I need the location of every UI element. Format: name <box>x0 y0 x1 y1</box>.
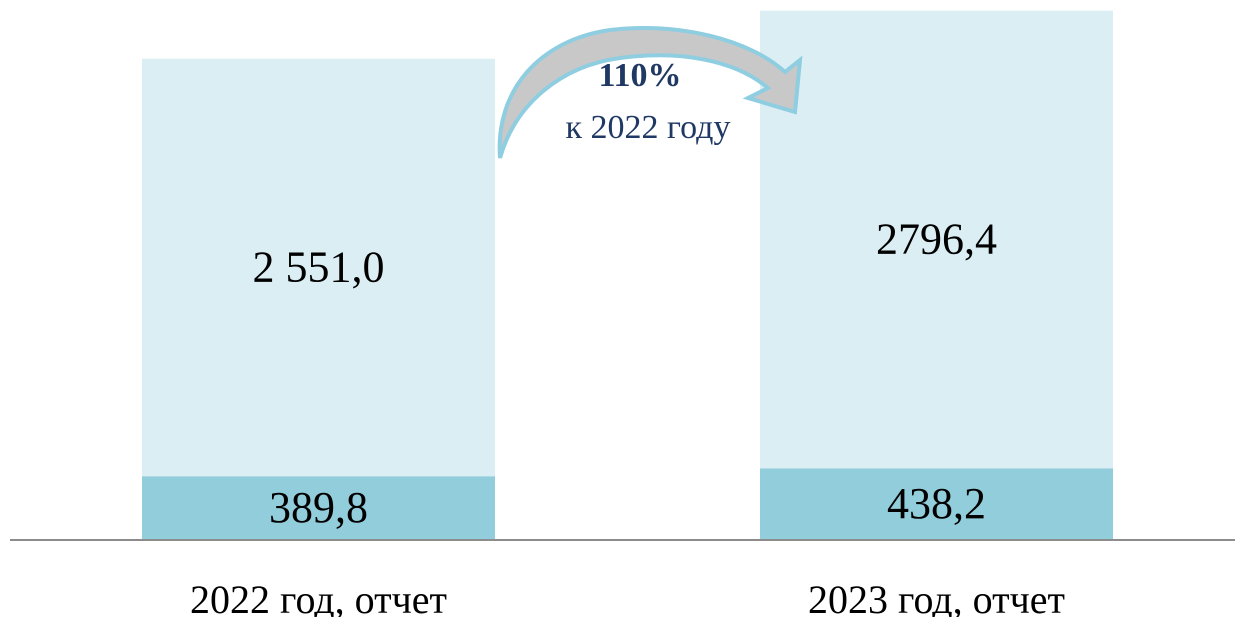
bar-segment <box>142 58 495 477</box>
value-label: 438,2 <box>887 479 986 528</box>
value-label: 2796,4 <box>876 215 997 264</box>
x-tick-label: 2023 год, отчет <box>808 577 1065 617</box>
annotation: к 2022 году <box>566 109 731 146</box>
value-label: 389,8 <box>269 483 368 532</box>
bar-segment <box>760 10 1113 469</box>
value-label: 2 551,0 <box>253 243 385 292</box>
bar-segment <box>142 476 495 540</box>
x-tick-label: 2022 год, отчет <box>190 577 447 617</box>
growth-arrow <box>497 26 803 159</box>
annotation: 110% <box>598 57 681 94</box>
bar-segment <box>760 468 1113 540</box>
